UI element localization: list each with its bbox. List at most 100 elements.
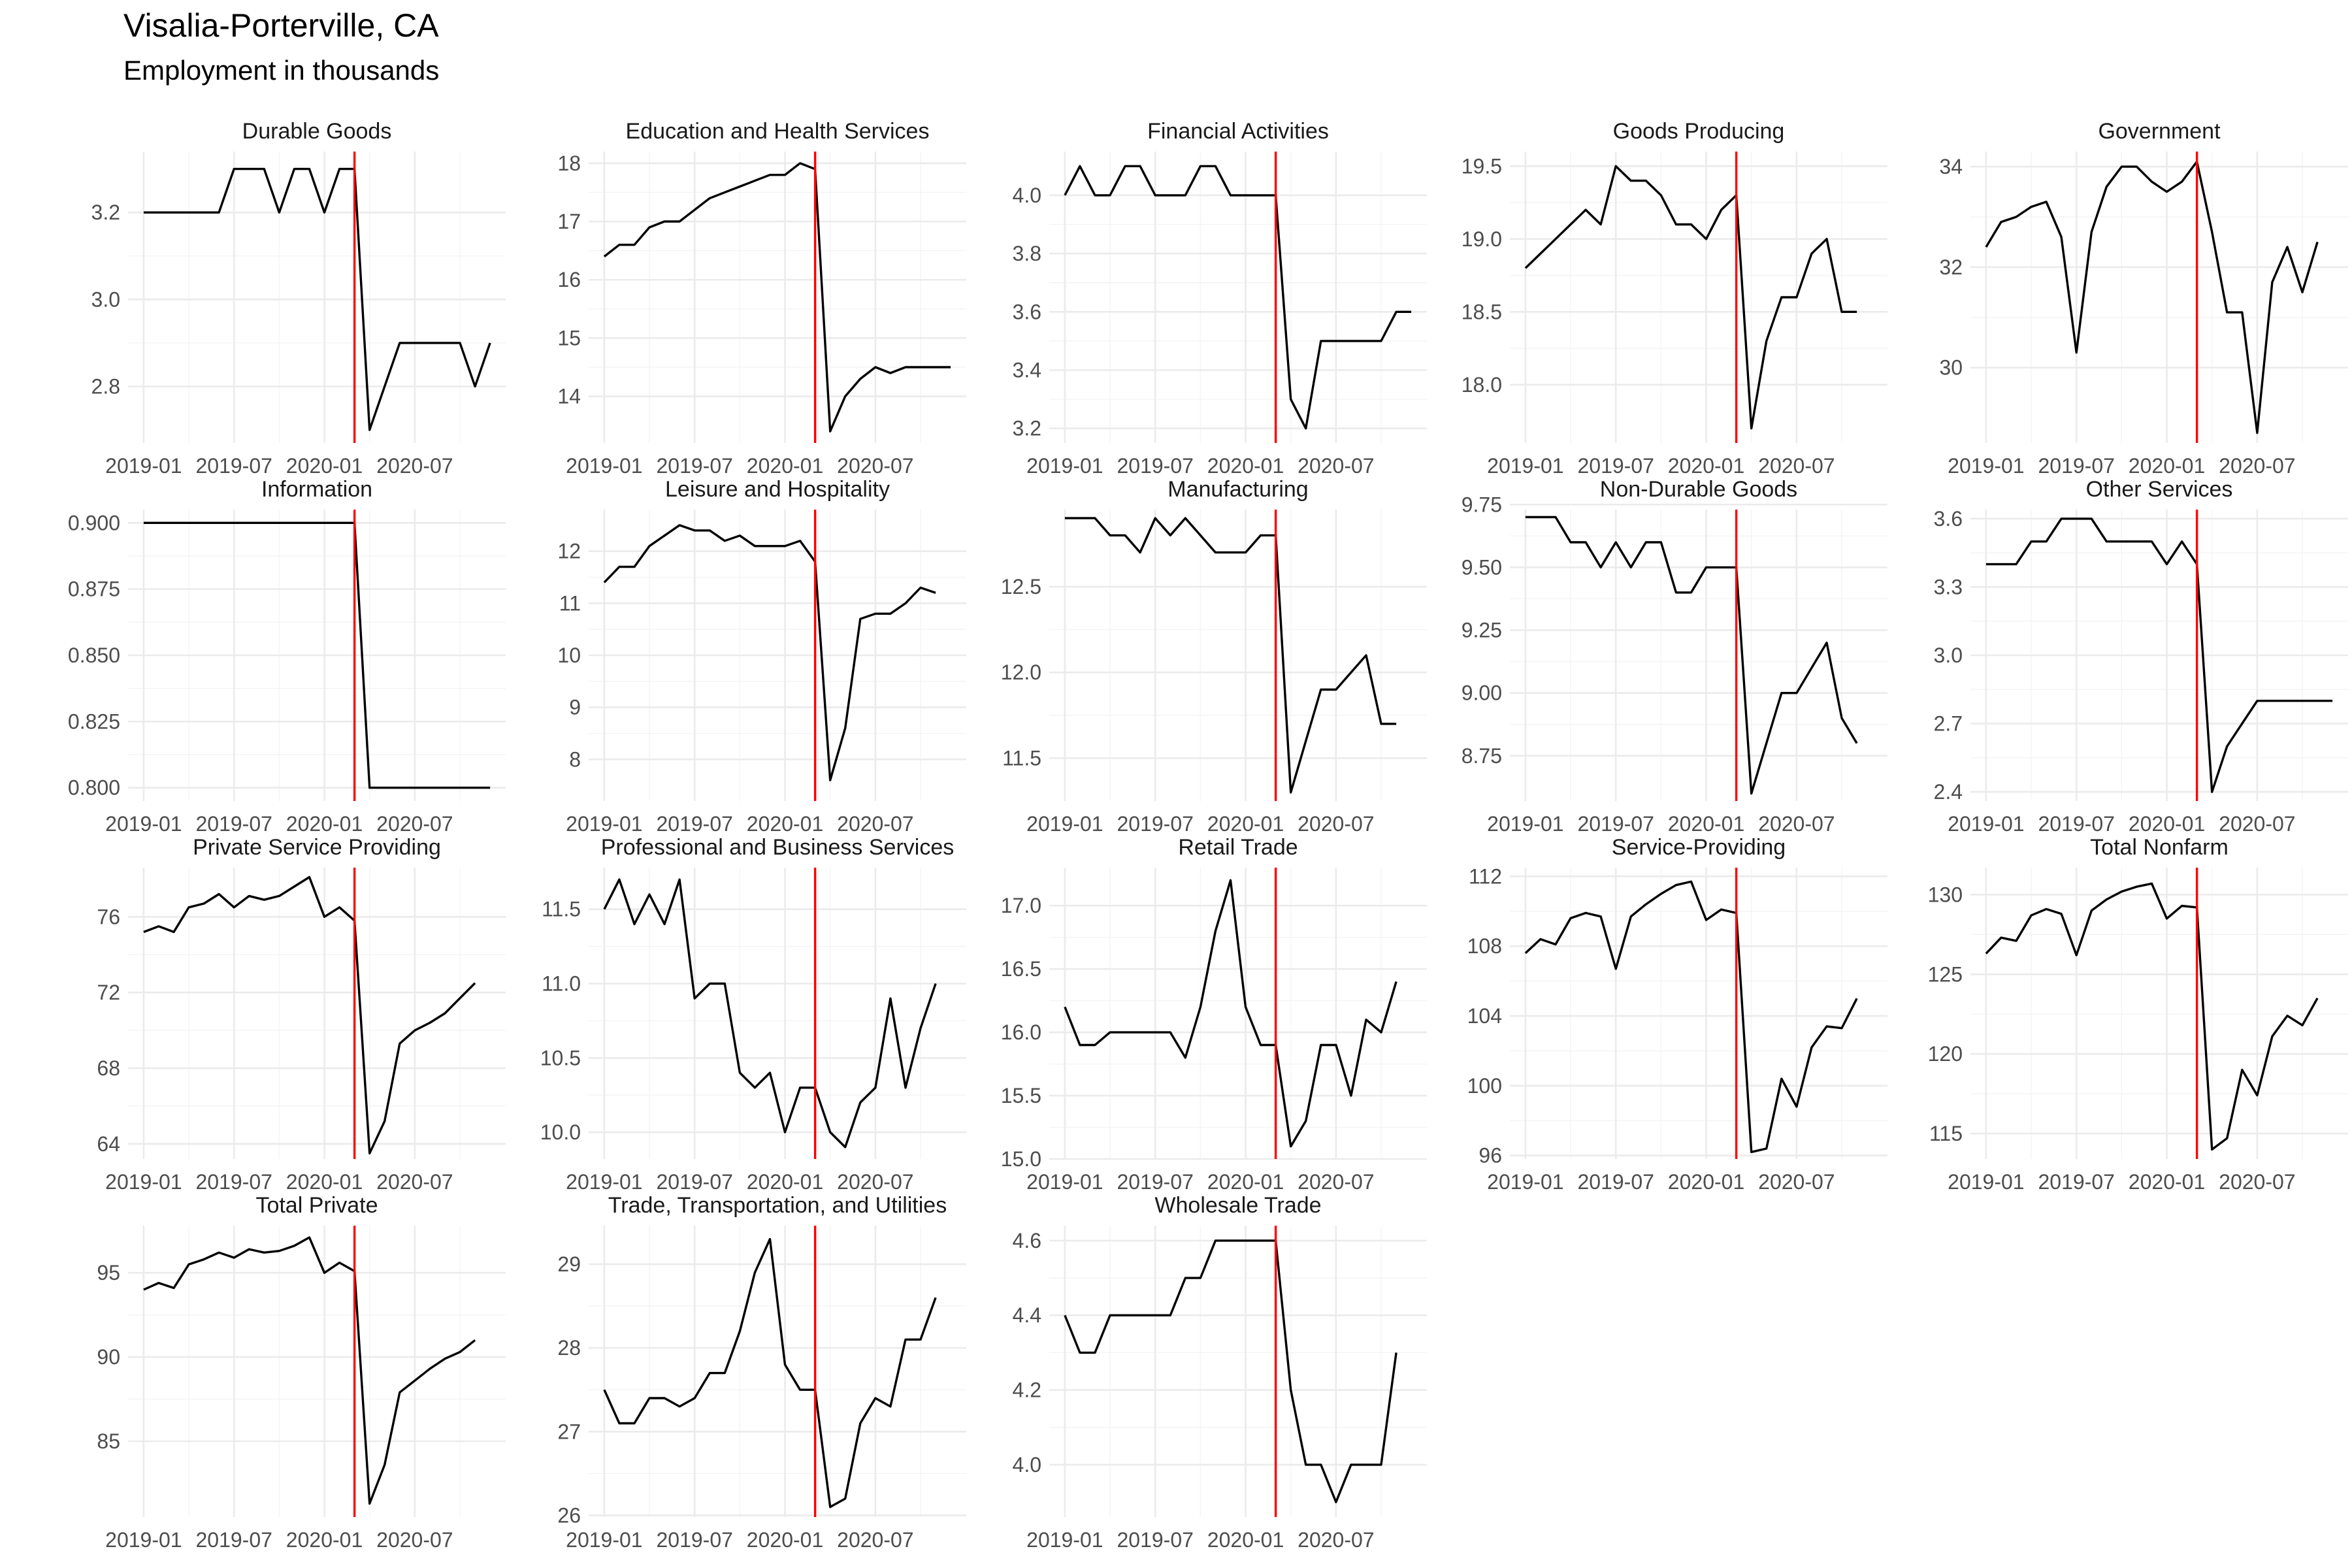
x-tick-label: 2019-07	[656, 1528, 732, 1552]
series-line	[1064, 165, 1412, 430]
x-tick-label: 2019-01	[105, 454, 182, 478]
y-tick-label: 104	[1467, 1004, 1502, 1028]
x-tick-label: 2019-01	[566, 1170, 642, 1194]
y-tick-label: 19.5	[1462, 154, 1502, 178]
y-tick-label: 85	[97, 1429, 120, 1453]
x-tick-label: 2019-07	[195, 812, 272, 836]
panel-government: Government 30 32 34 2019-01 2019-07 2020-01 202…	[1939, 119, 2348, 478]
x-tick-label: 2020-07	[2219, 812, 2295, 836]
panel-title: Other Services	[2086, 477, 2233, 502]
y-tick-label: 3.3	[1934, 575, 1963, 598]
panel-title: Manufacturing	[1168, 477, 1308, 502]
y-tick-label: 10.0	[540, 1120, 581, 1144]
panel-title: Non-Durable Goods	[1600, 477, 1797, 502]
panel-title: Private Service Providing	[193, 835, 441, 860]
y-tick-label: 68	[97, 1056, 120, 1080]
y-tick-label: 90	[97, 1345, 120, 1369]
y-tick-label: 4.6	[1013, 1229, 1041, 1252]
x-tick-label: 2020-01	[747, 1170, 823, 1194]
x-tick-label: 2019-01	[1026, 1170, 1103, 1194]
x-tick-label: 2020-01	[286, 812, 363, 836]
panel-title: Government	[2098, 119, 2221, 144]
x-tick-label: 2020-07	[1758, 1170, 1835, 1194]
series-line	[1064, 517, 1397, 794]
y-tick-label: 120	[1928, 1042, 1963, 1066]
x-tick-label: 2020-01	[2129, 1170, 2205, 1194]
x-tick-label: 2019-07	[2038, 1170, 2114, 1194]
y-tick-label: 9.25	[1462, 619, 1502, 642]
panel-total-nonfarm: Total Nonfarm 115 120 125 130 2019-01 2019-07 2…	[1928, 835, 2348, 1194]
x-tick-label: 2019-07	[656, 454, 732, 478]
y-tick-label: 18.5	[1462, 300, 1502, 323]
x-tick-label: 2020-01	[286, 1170, 363, 1194]
y-tick-label: 26	[557, 1503, 581, 1527]
y-tick-label: 96	[1478, 1144, 1502, 1168]
panel-title: Education and Health Services	[626, 119, 930, 144]
y-tick-label: 11.5	[542, 898, 581, 921]
x-tick-label: 2019-07	[1577, 812, 1654, 836]
panel-wholesale-trade: Wholesale Trade 4.0 4.2 4.4 4.6 2019-01 2019-0…	[1013, 1193, 1427, 1552]
x-tick-label: 2019-07	[195, 454, 272, 478]
x-tick-label: 2020-01	[1207, 1170, 1284, 1194]
y-tick-label: 95	[97, 1261, 120, 1284]
panel-total-private: Total Private 85 90 95 2019-01 2019-07 2020-01…	[97, 1193, 506, 1552]
x-tick-label: 2019-07	[1577, 454, 1654, 478]
y-tick-label: 12.5	[1001, 575, 1041, 598]
y-tick-label: 18.0	[1462, 373, 1502, 397]
x-tick-label: 2019-01	[105, 1528, 182, 1552]
y-tick-label: 2.7	[1934, 712, 1963, 736]
y-tick-label: 9.75	[1462, 493, 1502, 516]
panel-title: Wholesale Trade	[1154, 1193, 1321, 1218]
y-tick-label: 15.5	[1001, 1084, 1041, 1107]
panel-manufacturing: Manufacturing 11.5 12.0 12.5 2019-01 2019-07 2…	[1001, 477, 1427, 836]
x-tick-label: 2020-01	[747, 812, 823, 836]
series-line	[1985, 517, 2333, 793]
y-tick-label: 10.5	[540, 1046, 581, 1070]
x-tick-label: 2020-01	[1207, 812, 1284, 836]
y-tick-label: 11	[559, 591, 581, 615]
y-tick-label: 2.8	[91, 374, 120, 398]
x-tick-label: 2019-01	[566, 454, 642, 478]
x-tick-label: 2020-07	[376, 812, 453, 836]
panel-retail-trade: Retail Trade 15.0 15.5 16.0 16.5 17.0 2019-01 2…	[1001, 835, 1427, 1194]
y-tick-label: 11.5	[1002, 746, 1041, 770]
y-tick-label: 112	[1469, 864, 1502, 888]
x-tick-label: 2020-01	[286, 1528, 363, 1552]
chart-subtitle: Employment in thousands	[123, 55, 440, 86]
y-tick-label: 0.825	[68, 710, 120, 733]
x-tick-label: 2019-07	[2038, 812, 2114, 836]
series-line	[603, 524, 936, 781]
x-tick-label: 2019-01	[1026, 812, 1103, 836]
series-line	[603, 162, 951, 433]
panel-non-durable-goods: Non-Durable Goods 8.75 9.00 9.25 9.50 9.75 201…	[1462, 477, 1887, 836]
x-tick-label: 2020-07	[837, 812, 913, 836]
panel-trade-transportation-and-utilities: Trade, Transportation, and Utilities 26 27…	[557, 1193, 966, 1552]
y-tick-label: 18	[557, 152, 581, 175]
y-tick-label: 27	[557, 1420, 581, 1443]
y-tick-label: 9.00	[1462, 681, 1502, 705]
y-tick-label: 16	[557, 268, 581, 291]
panel-title: Total Private	[255, 1193, 378, 1218]
panel-professional-and-business-services: Professional and Business Services 10.0 10…	[540, 835, 966, 1194]
x-tick-label: 2020-07	[1298, 1170, 1374, 1194]
x-tick-label: 2019-01	[1026, 454, 1103, 478]
x-tick-label: 2020-01	[1668, 454, 1744, 478]
x-tick-label: 2020-07	[376, 454, 453, 478]
y-tick-label: 4.4	[1013, 1303, 1041, 1327]
x-tick-label: 2020-07	[2219, 454, 2295, 478]
x-tick-label: 2020-01	[286, 454, 363, 478]
panel-title: Leisure and Hospitality	[665, 477, 890, 502]
x-tick-label: 2019-07	[2038, 454, 2114, 478]
y-tick-label: 4.2	[1013, 1379, 1041, 1402]
y-tick-label: 17	[557, 210, 581, 233]
y-tick-label: 0.850	[68, 644, 120, 667]
y-tick-label: 14	[557, 385, 581, 408]
y-tick-label: 0.875	[68, 578, 120, 601]
panel-durable-goods: Durable Goods 2.8 3.0 3.2 2019-01 2019-07 2020…	[91, 119, 506, 478]
x-tick-label: 2020-07	[837, 1528, 913, 1552]
y-tick-label: 16.0	[1001, 1021, 1041, 1044]
y-tick-label: 3.2	[91, 201, 120, 224]
panel-title: Financial Activities	[1147, 119, 1329, 144]
y-tick-label: 12	[557, 540, 581, 563]
y-tick-label: 76	[97, 905, 120, 928]
